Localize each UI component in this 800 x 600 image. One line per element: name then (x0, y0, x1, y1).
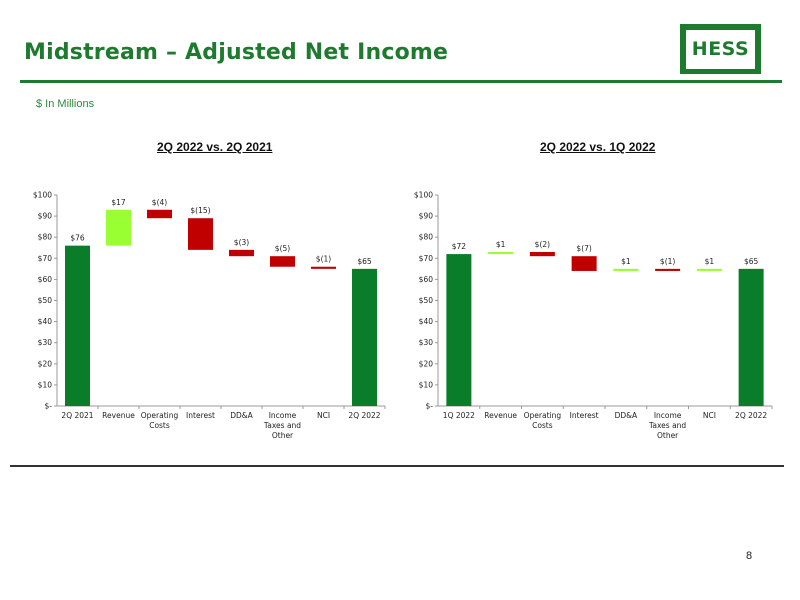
right-y-tick-label: $50 (419, 296, 434, 305)
left-x-tick-label: Income Taxes and Other (263, 411, 301, 440)
left-y-tick-label: $80 (38, 233, 53, 242)
left-y-tick-label: $- (45, 402, 53, 411)
left-data-label: $(4) (152, 198, 167, 207)
left-data-label: $76 (70, 234, 85, 243)
left-y-tick-label: $30 (38, 338, 53, 347)
left-x-tick-label: 2Q 2022 (348, 411, 380, 420)
right-y-tick-label: $70 (419, 254, 434, 263)
left-y-tick-label: $60 (38, 275, 53, 284)
footer-divider (10, 465, 784, 467)
right-data-label: $(1) (660, 257, 675, 266)
right-y-tick-label: $40 (419, 317, 434, 326)
right-y-tick-label: $80 (419, 233, 434, 242)
chart-title-left: 2Q 2022 vs. 2Q 2021 (157, 140, 273, 154)
left-data-label: $(15) (190, 206, 210, 215)
left-x-tick-label: Operating Costs (141, 411, 179, 430)
right-y-tick-label: $30 (419, 338, 434, 347)
left-bar (106, 209, 131, 246)
right-bar (696, 268, 722, 271)
right-data-label: $1 (496, 240, 506, 249)
right-bar (529, 251, 555, 257)
right-bar (571, 256, 597, 271)
left-x-tick-label: 2Q 2021 (61, 411, 93, 420)
left-y-tick-label: $90 (38, 212, 53, 221)
right-x-tick-label: DD&A (615, 411, 638, 420)
left-data-label: $17 (111, 198, 126, 207)
left-bar (270, 256, 295, 267)
right-y-tick-label: $- (426, 402, 434, 411)
right-y-tick-label: $10 (419, 380, 434, 389)
right-bar (488, 251, 514, 255)
right-y-tick-label: $20 (419, 359, 434, 368)
right-data-label: $65 (744, 257, 759, 266)
right-x-tick-label: Interest (570, 411, 599, 420)
units-note: $ In Millions (36, 98, 95, 110)
left-x-tick-label: Revenue (102, 411, 135, 420)
right-x-tick-label: NCI (703, 411, 716, 420)
left-y-tick-label: $70 (38, 254, 53, 263)
left-data-label: $(5) (275, 244, 290, 253)
hess-logo: HESS (680, 24, 761, 74)
page-number: 8 (746, 550, 753, 562)
left-x-tick-label: DD&A (230, 411, 253, 420)
hess-logo-text: HESS (691, 38, 750, 60)
left-x-tick-label: NCI (317, 411, 330, 420)
left-bar (352, 268, 377, 406)
left-data-label: $(3) (234, 238, 249, 247)
left-y-tick-label: $50 (38, 296, 53, 305)
left-data-label: $(1) (316, 255, 331, 264)
right-bar (655, 268, 681, 271)
right-y-tick-label: $60 (419, 275, 434, 284)
right-x-tick-label: Income Taxes and Other (648, 411, 686, 440)
left-data-label: $65 (357, 257, 372, 266)
left-bar (188, 218, 213, 250)
left-y-tick-label: $10 (38, 380, 53, 389)
right-x-tick-label: Revenue (484, 411, 517, 420)
right-x-tick-label: 2Q 2022 (735, 411, 767, 420)
left-y-tick-label: $20 (38, 359, 53, 368)
right-bar (613, 268, 639, 271)
left-x-tick-label: Interest (186, 411, 215, 420)
right-x-tick-label: Operating Costs (524, 411, 562, 430)
right-y-tick-label: $100 (414, 191, 433, 200)
left-bar (147, 209, 172, 219)
left-y-tick-label: $100 (33, 191, 52, 200)
left-bar (65, 245, 90, 406)
right-data-label: $72 (452, 242, 467, 251)
right-bar (446, 254, 472, 406)
chart-title-right: 2Q 2022 vs. 1Q 2022 (540, 140, 656, 154)
title-divider (20, 80, 782, 83)
right-data-label: $1 (621, 257, 631, 266)
page-title: Midstream – Adjusted Net Income (24, 40, 449, 65)
right-data-label: $(2) (535, 240, 550, 249)
hess-logo-panel: HESS (686, 29, 755, 69)
left-y-tick-label: $40 (38, 317, 53, 326)
left-bar (229, 249, 254, 257)
right-data-label: $(7) (576, 244, 591, 253)
right-x-tick-label: 1Q 2022 (443, 411, 475, 420)
right-bar (738, 268, 764, 406)
right-data-label: $1 (705, 257, 715, 266)
left-bar (311, 266, 336, 269)
right-y-tick-label: $90 (419, 212, 434, 221)
